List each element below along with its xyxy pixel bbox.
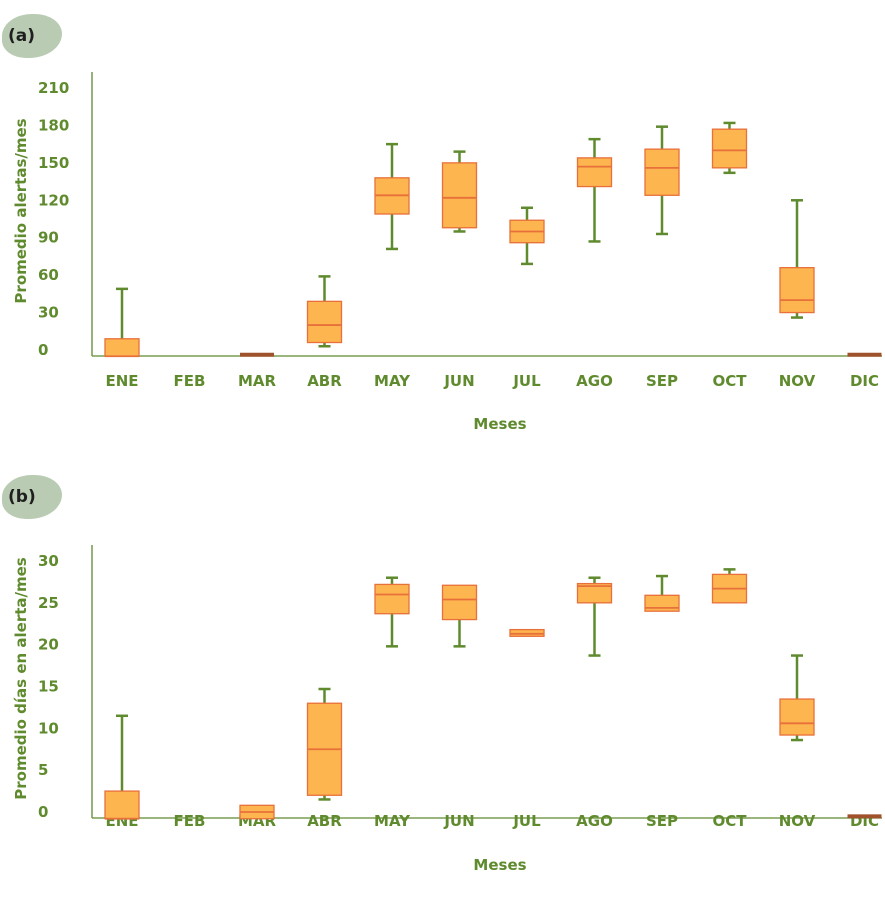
box-oct: [711, 121, 748, 175]
box-may: [374, 142, 410, 251]
x-tick-label: FEB: [174, 372, 206, 390]
y-axis-label: Promedio días en alerta/mes: [12, 557, 30, 800]
box-abr: [306, 275, 343, 348]
y-tick-label: 210: [38, 79, 69, 97]
box-jun: [441, 584, 478, 648]
y-tick-label: 0: [38, 341, 48, 359]
y-tick-label: 5: [38, 761, 48, 779]
box-ago: [576, 137, 613, 243]
x-tick-label: ABR: [307, 372, 342, 390]
y-tick-label: 120: [38, 191, 69, 209]
box-abr: [306, 687, 343, 801]
box-may: [374, 576, 410, 648]
x-tick-label: MAY: [374, 812, 411, 830]
x-tick-label: JUL: [512, 372, 541, 390]
box-ene: [104, 714, 140, 820]
box-ago: [576, 576, 613, 657]
y-tick-label: 20: [38, 636, 59, 654]
x-tick-label: MAY: [374, 372, 411, 390]
y-tick-label: 10: [38, 719, 59, 737]
x-tick-label: JUN: [443, 812, 474, 830]
x-tick-label: OCT: [713, 812, 748, 830]
box-ene: [104, 287, 140, 358]
x-axis-label: Meses: [473, 856, 526, 874]
box-jul: [509, 628, 545, 637]
y-tick-label: 30: [38, 552, 59, 570]
zero-bar: [240, 352, 274, 357]
box-nov: [779, 199, 815, 319]
x-tick-label: NOV: [779, 812, 816, 830]
x-axis-label: Meses: [473, 415, 526, 433]
iqr-box: [779, 698, 815, 736]
panel-b-badge: (b): [2, 475, 62, 519]
box-sep: [644, 574, 680, 612]
iqr-box: [441, 162, 478, 229]
iqr-box: [374, 583, 410, 615]
box-dic: [847, 352, 882, 357]
iqr-box: [644, 594, 680, 612]
x-tick-label: AGO: [576, 372, 613, 390]
x-tick-label: MAR: [238, 372, 277, 390]
y-tick-label: 0: [38, 803, 48, 821]
iqr-box: [711, 128, 748, 169]
box-dic: [847, 814, 882, 819]
box-nov: [779, 654, 815, 742]
box-jun: [441, 150, 478, 233]
y-tick-label: 25: [38, 594, 59, 612]
box-sep: [644, 125, 680, 236]
iqr-box: [576, 157, 613, 188]
chart-panel-1: 0 5 10 15 20 25 30 Promedio días en alerta/mes M…: [12, 545, 882, 874]
x-tick-label: NOV: [779, 372, 816, 390]
x-tick-label: ABR: [307, 812, 342, 830]
x-tick-label: JUL: [512, 812, 541, 830]
iqr-box: [779, 267, 815, 314]
panel-b-label: (b): [8, 487, 36, 507]
box-mar: [239, 804, 275, 820]
panel-a-badge: (a): [2, 14, 62, 58]
box-oct: [711, 568, 748, 604]
y-tick-label: 30: [38, 304, 59, 322]
panel-a-label: (a): [8, 26, 36, 46]
iqr-box: [576, 582, 613, 604]
x-tick-label: FEB: [174, 812, 206, 830]
iqr-box: [441, 584, 478, 621]
iqr-box: [104, 790, 140, 820]
y-tick-label: 180: [38, 116, 69, 134]
iqr-box: [644, 148, 680, 196]
iqr-box: [104, 338, 140, 357]
x-tick-label: OCT: [713, 372, 748, 390]
zero-bar: [847, 352, 882, 357]
y-tick-label: 90: [38, 229, 59, 247]
box-mar: [240, 352, 274, 357]
x-tick-label: ENE: [105, 372, 138, 390]
zero-bar: [847, 814, 882, 819]
y-tick-label: 15: [38, 678, 59, 696]
iqr-box: [306, 300, 343, 344]
x-tick-label: JUN: [443, 372, 474, 390]
x-tick-label: SEP: [646, 812, 678, 830]
chart-panel-0: 0 30 60 90 120 150 180 210 Promedio alertas/mes M…: [12, 72, 882, 433]
y-axis-label: Promedio alertas/mes: [12, 118, 30, 303]
box-jul: [509, 206, 545, 266]
x-tick-label: AGO: [576, 812, 613, 830]
y-tick-label: 60: [38, 266, 59, 284]
y-tick-label: 150: [38, 154, 69, 172]
x-tick-label: SEP: [646, 372, 678, 390]
x-tick-label: DIC: [850, 372, 879, 390]
